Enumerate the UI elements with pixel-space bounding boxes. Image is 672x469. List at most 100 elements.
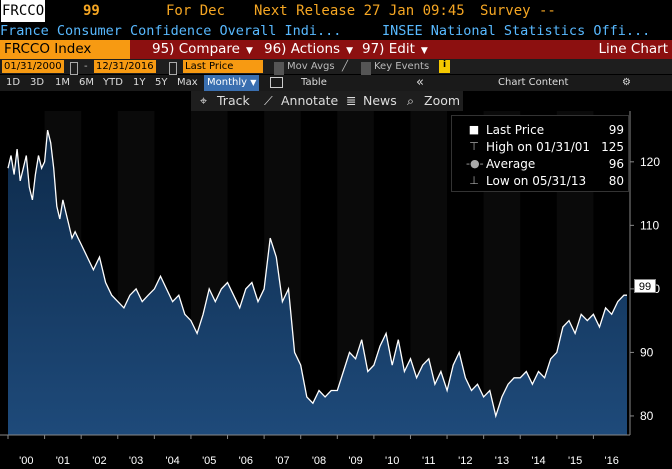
x-tick-label: '15 — [568, 455, 582, 467]
chevron-down-icon: ▼ — [346, 46, 353, 56]
next-release-label: Next Release 27 Jan 09:45 — [254, 3, 465, 19]
x-tick-label: '07 — [275, 455, 289, 467]
high-marker-icon: ⊤ — [469, 140, 479, 153]
zoom-button[interactable]: Zoom — [424, 93, 461, 108]
compare-label: 95) Compare — [152, 41, 240, 57]
mov-avgs-checkbox[interactable] — [274, 62, 284, 75]
end-date-field[interactable]: 12/31/2016 — [94, 60, 156, 73]
survey-label: Survey -- — [480, 3, 556, 19]
edit-menu[interactable]: 97) Edit ▼ — [362, 40, 428, 59]
x-tick-label: '16 — [605, 455, 619, 467]
annotate-button[interactable]: Annotate — [281, 93, 339, 108]
line-chart-icon[interactable] — [270, 77, 283, 88]
crosshair-icon: ⌖ — [200, 93, 208, 108]
x-tick-label: '00 — [19, 455, 33, 467]
track-button[interactable]: Track — [217, 93, 250, 108]
x-tick-label: '11 — [422, 455, 436, 467]
chevron-down-icon: ▼ — [250, 78, 257, 87]
period-select[interactable]: Monthly ▼ — [204, 75, 260, 91]
x-tick-label: '06 — [239, 455, 253, 467]
x-tick-label: '10 — [385, 455, 399, 467]
last-value-tag: 99 — [634, 279, 656, 293]
range-ytd[interactable]: YTD — [103, 77, 123, 88]
calendar-icon[interactable] — [70, 62, 78, 75]
y-axis: 8090100110120 — [629, 111, 660, 435]
price-line — [7, 129, 627, 419]
y-tick-label: 110 — [640, 218, 659, 232]
x-tick-label: '05 — [202, 455, 216, 467]
calendar-icon[interactable] — [169, 62, 177, 75]
chevron-down-icon: ▼ — [420, 46, 428, 56]
collapse-button[interactable]: « — [416, 75, 424, 90]
pencil-icon[interactable]: ╱ — [342, 61, 349, 72]
for-period-label: For Dec — [166, 3, 226, 19]
legend-high: ⊤ High on 01/31/01 125 — [452, 139, 630, 155]
ticker-symbol[interactable]: FRCCO — [1, 0, 46, 22]
data-source: INSEE National Statistics Offi... — [382, 23, 651, 39]
edit-label: 97) Edit — [362, 41, 415, 57]
start-date-field[interactable]: 01/31/2000 — [2, 60, 64, 73]
range-6m[interactable]: 6M — [79, 77, 94, 88]
x-tick-label: '04 — [165, 455, 179, 467]
chevron-down-icon: ▼ — [245, 46, 253, 56]
range-3d[interactable]: 3D — [30, 77, 45, 88]
range-1m[interactable]: 1M — [55, 77, 70, 88]
command-bar: FRCCO Index 95) Compare ▼ 96) Actions ▼ 97… — [0, 40, 672, 59]
y-tick-label: 90 — [640, 345, 654, 359]
x-tick-label: '02 — [92, 455, 106, 467]
square-icon: ■ — [468, 123, 480, 136]
range-5y[interactable]: 5Y — [155, 77, 168, 88]
legend-low-label: Low on 05/31/13 — [486, 174, 587, 188]
price-field-select[interactable]: Last Price — [183, 60, 263, 73]
y-tick-label: 120 — [640, 155, 660, 169]
legend-last-price-label: Last Price — [486, 123, 545, 137]
annotate-icon: ⟋ — [264, 93, 273, 108]
description-bar: France Consumer Confidence Overall Indi.… — [0, 22, 672, 40]
y-tick-label: 80 — [640, 409, 654, 423]
legend-low: ⊥ Low on 05/31/13 80 — [452, 173, 630, 189]
legend-high-label: High on 01/31/01 — [486, 140, 591, 154]
ticker-header: FRCCO 99 For Dec Next Release 27 Jan 09:… — [0, 0, 672, 22]
actions-menu[interactable]: 96) Actions ▼ — [264, 40, 353, 59]
legend-last-price-value: 99 — [608, 123, 624, 137]
actions-label: 96) Actions — [264, 41, 341, 57]
x-tick-label: '14 — [531, 455, 545, 467]
table-button[interactable]: Table — [301, 77, 327, 88]
key-events-label: Key Events — [374, 61, 430, 72]
x-tick-label: '12 — [458, 455, 472, 467]
ticker-value: 99 — [83, 3, 100, 19]
mov-avgs-label: Mov Avgs — [287, 61, 335, 72]
chart-legend[interactable]: ■ Last Price 99 ⊤ High on 01/31/01 125 -… — [451, 115, 629, 192]
x-tick-label: '13 — [495, 455, 509, 467]
legend-low-value: 80 — [608, 174, 624, 188]
gear-icon[interactable]: ⚙ — [622, 77, 631, 88]
chart-type-label[interactable]: Line Chart — [598, 41, 668, 57]
average-marker-icon: -●- — [466, 157, 484, 170]
range-bar: 1D 3D 1M 6M YTD 1Y 5Y Max Monthly ▼ Tabl… — [0, 75, 672, 91]
x-tick-label: '09 — [348, 455, 362, 467]
news-icon: ≣ — [346, 93, 357, 108]
x-axis: '00 '01 '02 '03 '04 '05 '06 '07 '08 '09 '10 '11 '12 '… — [0, 434, 630, 467]
chart-toolbar: ⌖ Track ⟋ Annotate ≣ News ⌕ Zoom — [0, 91, 672, 111]
period-label: Monthly — [207, 77, 248, 88]
legend-high-value: 125 — [601, 140, 624, 154]
low-marker-icon: ⊥ — [469, 174, 479, 187]
zoom-icon: ⌕ — [407, 93, 415, 108]
info-icon[interactable]: i — [439, 60, 450, 73]
range-max[interactable]: Max — [177, 77, 198, 88]
legend-average-value: 96 — [608, 157, 624, 171]
toolbar-background — [191, 91, 463, 111]
date-range-bar: 01/31/2000 - 12/31/2016 Last Price Mov A… — [0, 59, 672, 75]
legend-last-price: ■ Last Price 99 — [452, 122, 630, 138]
news-button[interactable]: News — [363, 93, 397, 108]
chart-content-button[interactable]: Chart Content — [498, 77, 569, 88]
date-separator: - — [84, 61, 88, 72]
index-field[interactable]: FRCCO Index — [0, 40, 130, 59]
security-description: France Consumer Confidence Overall Indi.… — [0, 23, 342, 39]
range-1d[interactable]: 1D — [6, 77, 21, 88]
legend-average-label: Average — [486, 157, 536, 171]
key-events-checkbox[interactable] — [361, 62, 371, 75]
legend-average: -●- Average 96 — [452, 156, 630, 172]
range-1y[interactable]: 1Y — [133, 77, 146, 88]
compare-menu[interactable]: 95) Compare ▼ — [152, 40, 253, 59]
